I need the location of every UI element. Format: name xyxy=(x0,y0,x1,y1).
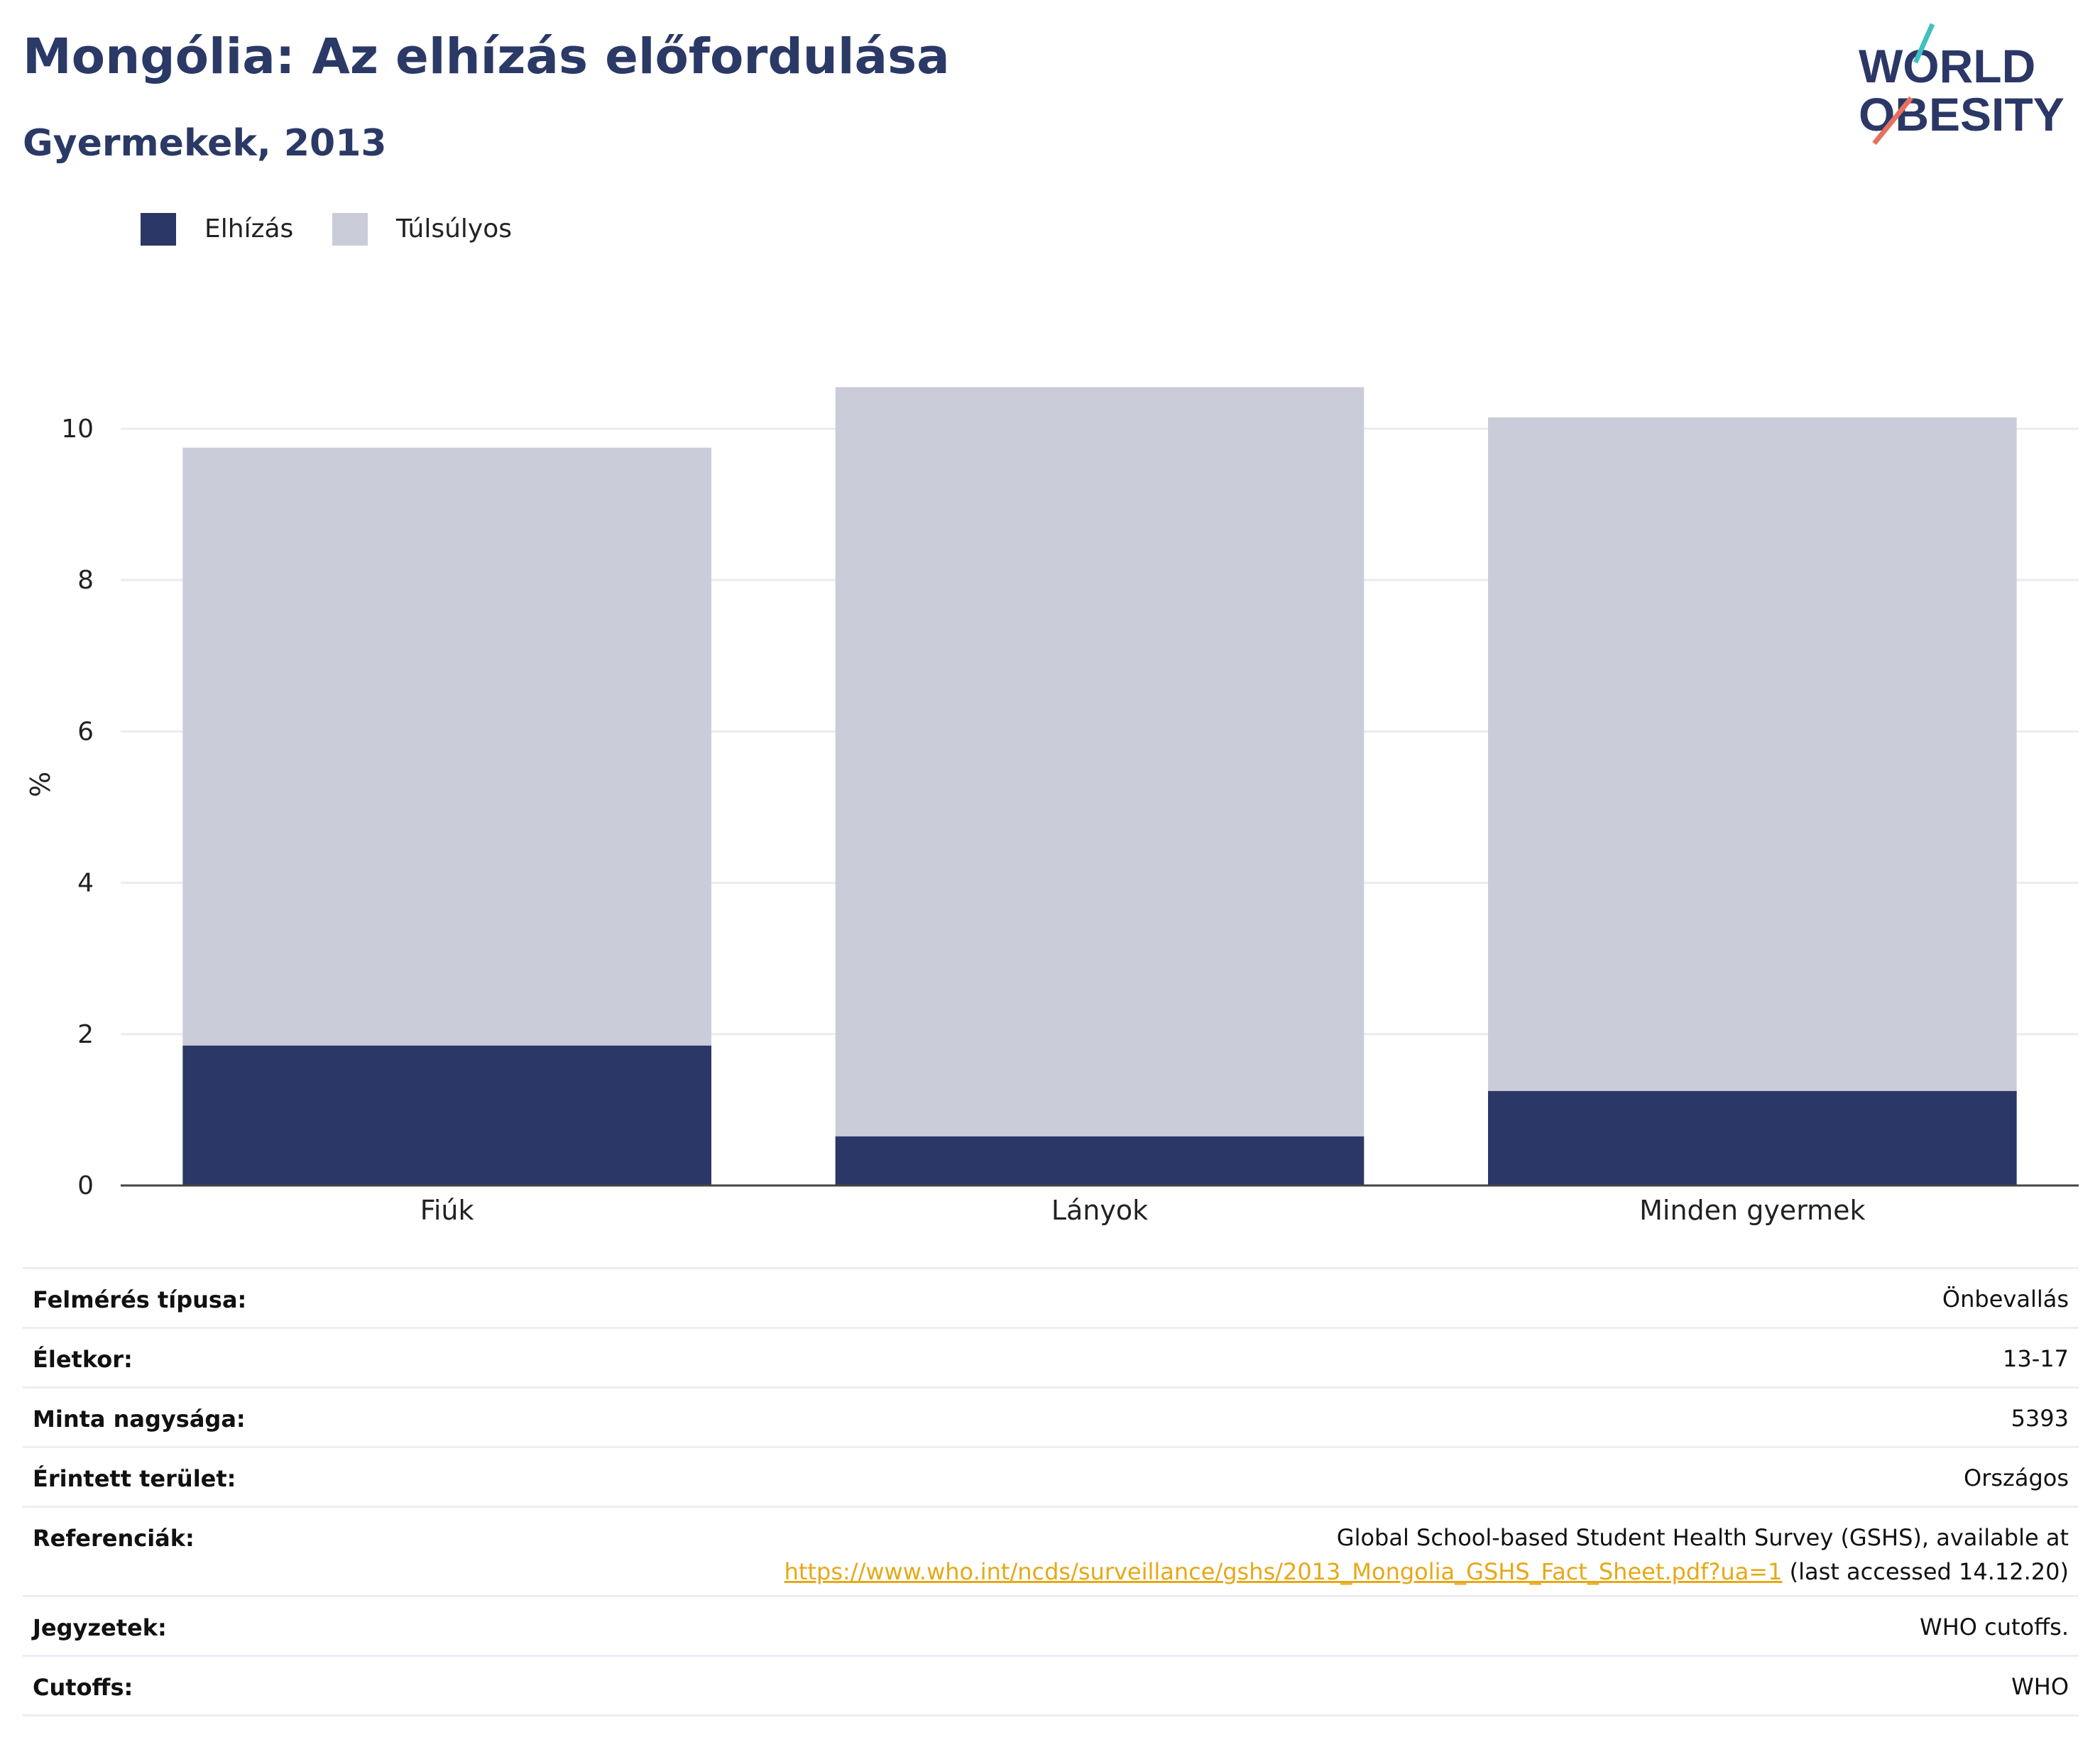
y-axis-label: % xyxy=(25,772,56,797)
logo-line-2: OBESITY xyxy=(1859,88,2065,141)
detail-label: Cutoffs: xyxy=(33,1674,133,1701)
detail-row-cutoffs: Cutoffs: WHO xyxy=(23,1657,2079,1716)
bar-segment xyxy=(835,387,1365,1137)
detail-row-sample-size: Minta nagysága: 5393 xyxy=(23,1389,2079,1448)
legend-swatch-elhizas xyxy=(141,213,176,246)
logo-slash-coral xyxy=(1872,96,1913,146)
detail-value: WHO xyxy=(2011,1673,2069,1700)
detail-row-area: Érintett terület: Országos xyxy=(23,1448,2079,1508)
bar-segment xyxy=(182,447,711,1046)
detail-label: Érintett terület: xyxy=(33,1465,236,1492)
chart-title: Mongólia: Az elhízás előfordulása xyxy=(23,28,950,85)
y-tick-label: 6 xyxy=(77,717,94,746)
chart-subtitle: Gyermekek, 2013 xyxy=(23,122,387,165)
detail-row-notes: Jegyzetek: WHO cutoffs. xyxy=(23,1597,2079,1657)
detail-value: 13-17 xyxy=(2003,1345,2069,1372)
x-tick-label: Minden gyermek xyxy=(1639,1195,1865,1226)
detail-value: 5393 xyxy=(2011,1405,2069,1432)
detail-label: Jegyzetek: xyxy=(33,1614,167,1641)
detail-label: Minta nagysága: xyxy=(33,1406,246,1433)
detail-value: Global School-based Student Health Surve… xyxy=(784,1521,2069,1589)
y-tick-label: 10 xyxy=(61,415,94,444)
detail-value: WHO cutoffs. xyxy=(1920,1614,2069,1641)
bar-segment xyxy=(182,1045,711,1185)
x-tick-label: Fiúk xyxy=(420,1195,474,1226)
detail-value: Önbevallás xyxy=(1942,1286,2069,1313)
detail-row-survey-type: Felmérés típusa: Önbevallás xyxy=(23,1269,2079,1329)
logo-slash-teal xyxy=(1913,23,1935,64)
bar-segment xyxy=(1488,1090,2017,1185)
legend-label-tulsulyos: Túlsúlyos xyxy=(396,214,513,243)
y-tick-label: 8 xyxy=(77,566,94,595)
detail-label: Felmérés típusa: xyxy=(33,1286,247,1313)
detail-label: Referenciák: xyxy=(33,1525,195,1552)
reference-text: Global School-based Student Health Surve… xyxy=(1336,1524,2069,1551)
world-obesity-logo: WORLD OBESITY xyxy=(1859,23,2065,146)
detail-value: Országos xyxy=(1964,1464,2069,1491)
legend-swatch-tulsulyos xyxy=(332,213,368,246)
logo-line-1: WORLD xyxy=(1859,40,2035,92)
bar-segment xyxy=(1488,417,2017,1091)
survey-details-table: Felmérés típusa: Önbevallás Életkor: 13-… xyxy=(23,1267,2079,1716)
legend-label-elhizas: Elhízás xyxy=(204,214,294,243)
bar-segment xyxy=(835,1136,1365,1185)
detail-row-references: Referenciák: Global School-based Student… xyxy=(23,1508,2079,1597)
detail-label: Életkor: xyxy=(33,1346,133,1373)
y-tick-label: 4 xyxy=(77,869,94,898)
reference-suffix: (last accessed 14.12.20) xyxy=(1782,1558,2069,1585)
reference-link[interactable]: https://www.who.int/ncds/surveillance/gs… xyxy=(784,1558,1783,1585)
x-tick-label: Lányok xyxy=(1051,1195,1148,1226)
detail-row-age: Életkor: 13-17 xyxy=(23,1329,2079,1389)
bar-chart: 0 2 4 6 8 10 Fiúk Lányok Minden gyermek% xyxy=(25,387,2079,1226)
y-tick-label: 0 xyxy=(77,1171,94,1200)
y-tick-label: 2 xyxy=(77,1020,94,1049)
